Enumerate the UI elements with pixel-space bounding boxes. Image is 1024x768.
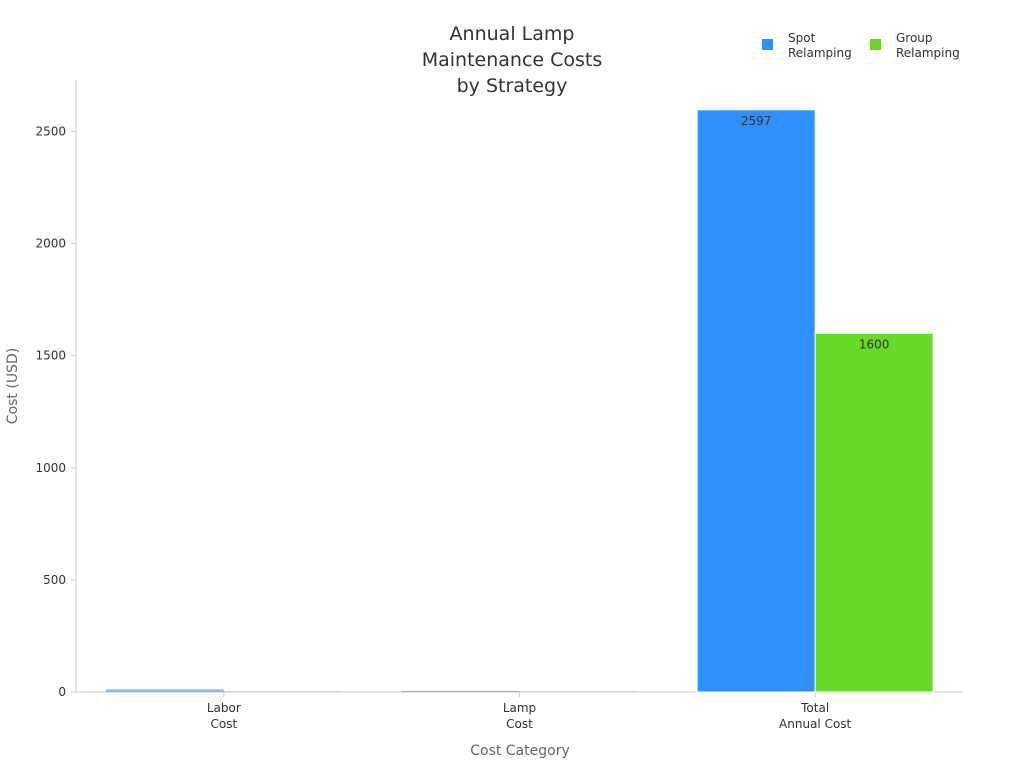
bar-spot-relamping-labor-cost[interactable] (105, 689, 224, 692)
legend-swatch-spot-relamping[interactable] (762, 39, 773, 50)
y-tick-label-500: 500 (43, 573, 66, 587)
legend-label-spot-relamping-line-1: Spot (788, 31, 816, 45)
x-tick-label-2-line-1: Total (800, 701, 829, 715)
x-tick-label-2-line-2: Annual Cost (779, 717, 852, 731)
legend-label-group-relamping-line-1: Group (896, 31, 933, 45)
y-tick-label-0: 0 (58, 685, 66, 699)
data-labels: 2597 1600 (741, 114, 890, 352)
bar-spot-relamping-lamp-cost[interactable] (401, 690, 520, 692)
chart-title-line-3: by Strategy (457, 75, 568, 97)
x-tick-label-0-line-2: Cost (210, 717, 237, 731)
data-label-series-0-category-2: 2597 (741, 114, 772, 128)
x-axis-ticks: Labor Cost Lamp Cost Total Annual Cost (207, 692, 852, 731)
bar-group-relamping-lamp-cost[interactable] (519, 691, 638, 692)
bars (105, 109, 934, 693)
chart-title: Annual Lamp Maintenance Costs by Strateg… (422, 23, 603, 97)
y-axis-ticks: 0 500 1000 1500 2000 2500 (35, 125, 76, 699)
data-label-series-1-category-2: 1600 (859, 337, 890, 351)
chart-title-line-2: Maintenance Costs (422, 49, 603, 71)
legend-label-group-relamping-line-2: Relamping (896, 46, 960, 60)
y-tick-label-2000: 2000 (35, 237, 66, 251)
y-tick-label-1000: 1000 (35, 461, 66, 475)
x-tick-label-0-line-1: Labor (207, 701, 241, 715)
x-tick-label-1-line-2: Cost (506, 717, 533, 731)
bar-group-relamping-total-annual-cost[interactable] (814, 332, 934, 693)
y-tick-label-1500: 1500 (35, 349, 66, 363)
legend-swatch-group-relamping[interactable] (870, 39, 881, 50)
bar-group-relamping-labor-cost[interactable] (223, 691, 342, 692)
y-tick-label-2500: 2500 (35, 125, 66, 139)
x-axis-title: Cost Category (470, 743, 570, 759)
bar-spot-relamping-total-annual-cost[interactable] (696, 109, 816, 693)
y-axis-title: Cost (USD) (5, 348, 21, 424)
x-tick-label-1-line-1: Lamp (503, 701, 536, 715)
legend: Spot Relamping Group Relamping (762, 31, 960, 60)
chart-title-line-1: Annual Lamp (450, 23, 575, 45)
legend-label-spot-relamping-line-2: Relamping (788, 46, 852, 60)
